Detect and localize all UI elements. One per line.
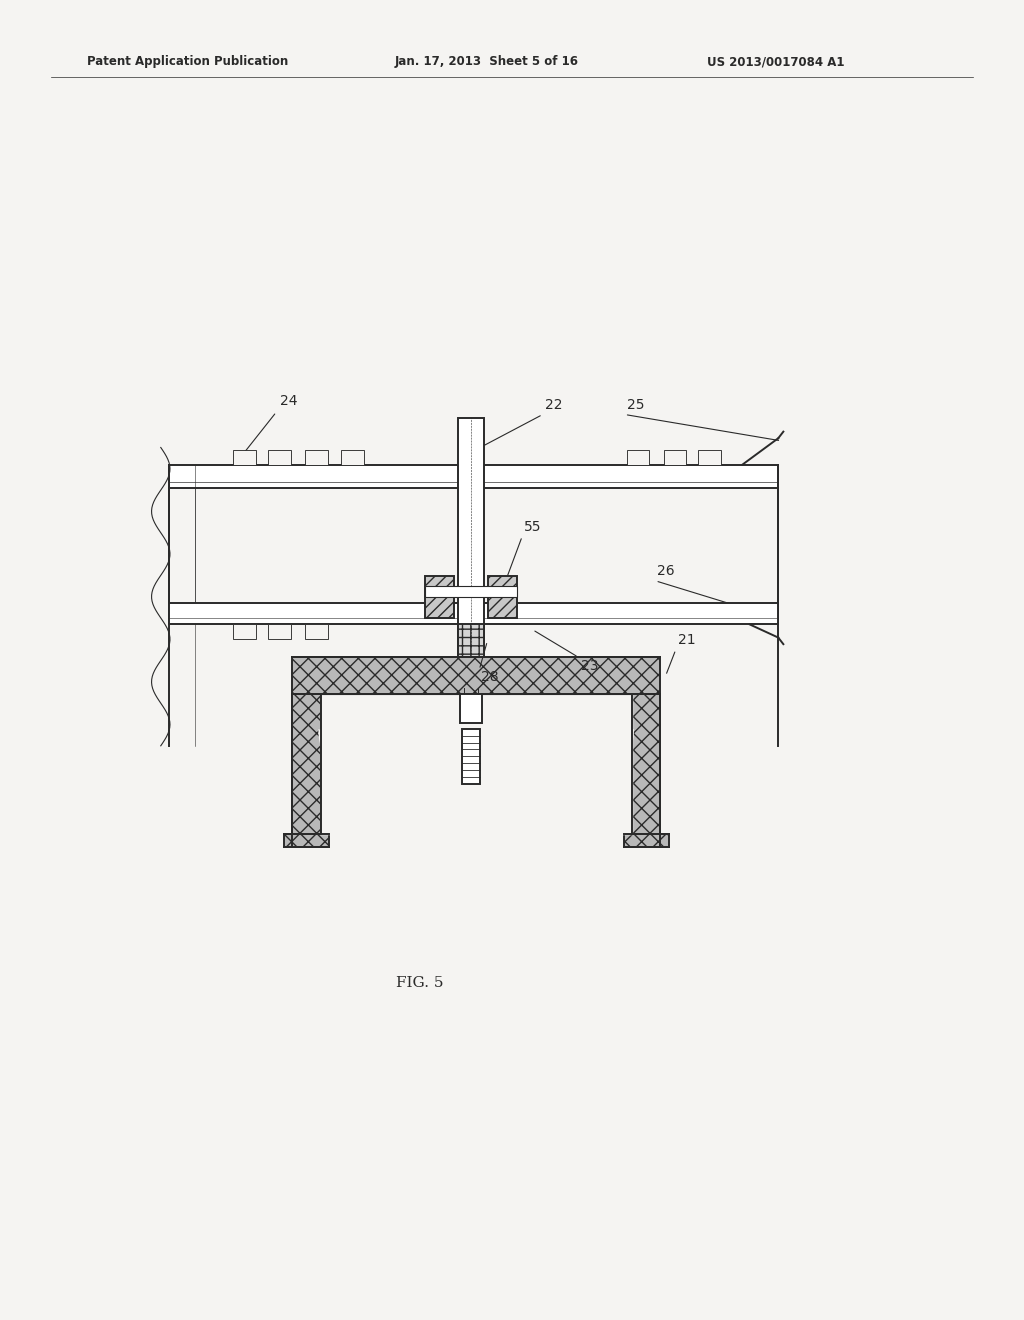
Text: 54: 54 <box>468 512 485 527</box>
Bar <box>624 834 669 847</box>
Text: 26: 26 <box>657 564 675 578</box>
Bar <box>698 450 721 465</box>
Bar <box>268 450 291 465</box>
Bar <box>627 450 649 465</box>
Bar <box>292 657 660 694</box>
Bar <box>305 450 328 465</box>
Bar <box>458 418 484 657</box>
Polygon shape <box>321 694 632 834</box>
Bar <box>292 694 321 834</box>
Bar <box>425 586 517 597</box>
Bar <box>632 694 660 834</box>
Bar <box>233 450 256 465</box>
Text: 24: 24 <box>280 393 297 408</box>
Text: 25: 25 <box>627 397 644 412</box>
Bar <box>461 694 481 723</box>
Text: Jan. 17, 2013  Sheet 5 of 16: Jan. 17, 2013 Sheet 5 of 16 <box>394 55 579 69</box>
Bar <box>233 624 256 639</box>
Text: 28: 28 <box>481 671 499 684</box>
Bar <box>488 576 517 618</box>
Bar <box>284 834 329 847</box>
Text: Patent Application Publication: Patent Application Publication <box>87 55 289 69</box>
Text: 55: 55 <box>524 520 542 533</box>
Bar <box>425 576 454 618</box>
Text: 22: 22 <box>545 397 562 412</box>
Text: 23: 23 <box>581 659 598 673</box>
Bar <box>458 624 484 657</box>
Bar <box>462 729 480 784</box>
Text: US 2013/0017084 A1: US 2013/0017084 A1 <box>707 55 844 69</box>
Text: 21: 21 <box>678 632 695 647</box>
Bar <box>341 450 364 465</box>
Text: FIG. 5: FIG. 5 <box>396 977 443 990</box>
Bar <box>305 624 328 639</box>
Bar <box>169 603 778 624</box>
Bar <box>664 450 686 465</box>
Text: 36: 36 <box>481 735 499 750</box>
Bar <box>268 624 291 639</box>
Bar <box>169 465 778 488</box>
